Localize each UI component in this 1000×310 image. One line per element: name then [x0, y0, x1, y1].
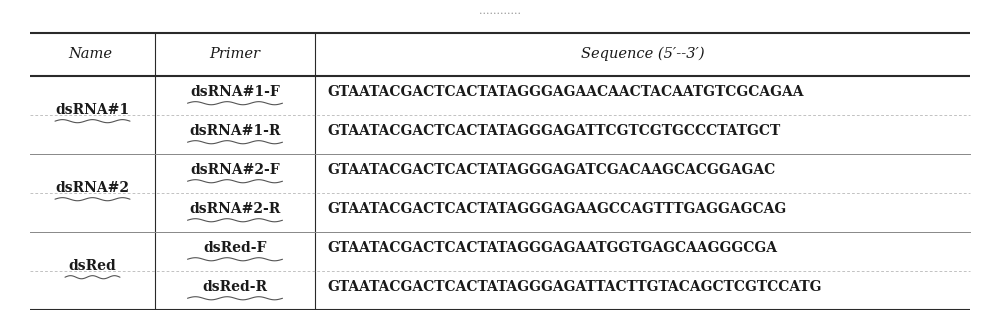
- Text: dsRed: dsRed: [69, 259, 116, 273]
- Text: dsRed-R: dsRed-R: [202, 281, 268, 294]
- Text: Sequence (5′--3′): Sequence (5′--3′): [581, 47, 704, 61]
- Text: GTAATACGACTCACTATAGGGAGATTACTTGTACAGCTCGTCCATG: GTAATACGACTCACTATAGGGAGATTACTTGTACAGCTCG…: [327, 281, 822, 294]
- Text: dsRNA#2-F: dsRNA#2-F: [190, 163, 280, 177]
- Text: GTAATACGACTCACTATAGGGAGAACAACTACAATGTCGCAGAA: GTAATACGACTCACTATAGGGAGAACAACTACAATGTCGC…: [327, 85, 804, 99]
- Text: GTAATACGACTCACTATAGGGAGAATGGTGAGCAAGGGCGA: GTAATACGACTCACTATAGGGAGAATGGTGAGCAAGGGCG…: [327, 241, 777, 255]
- Text: dsRNA#2: dsRNA#2: [56, 181, 130, 195]
- Text: GTAATACGACTCACTATAGGGAGAAGCCAGTTTGAGGAGCAG: GTAATACGACTCACTATAGGGAGAAGCCAGTTTGAGGAGC…: [327, 202, 786, 216]
- Text: dsRNA#2-R: dsRNA#2-R: [189, 202, 281, 216]
- Text: dsRNA#1-R: dsRNA#1-R: [189, 124, 281, 138]
- Text: GTAATACGACTCACTATAGGGAGATTCGTCGTGCCCTATGCT: GTAATACGACTCACTATAGGGAGATTCGTCGTGCCCTATG…: [327, 124, 780, 138]
- Text: dsRed-F: dsRed-F: [203, 241, 267, 255]
- Text: GTAATACGACTCACTATAGGGAGATCGACAAGCACGGAGAC: GTAATACGACTCACTATAGGGAGATCGACAAGCACGGAGA…: [327, 163, 775, 177]
- Text: dsRNA#1: dsRNA#1: [55, 103, 130, 117]
- Text: dsRNA#1-F: dsRNA#1-F: [190, 85, 280, 99]
- Text: Name: Name: [68, 47, 112, 61]
- Text: Primer: Primer: [210, 47, 260, 61]
- Text: ............: ............: [479, 6, 521, 16]
